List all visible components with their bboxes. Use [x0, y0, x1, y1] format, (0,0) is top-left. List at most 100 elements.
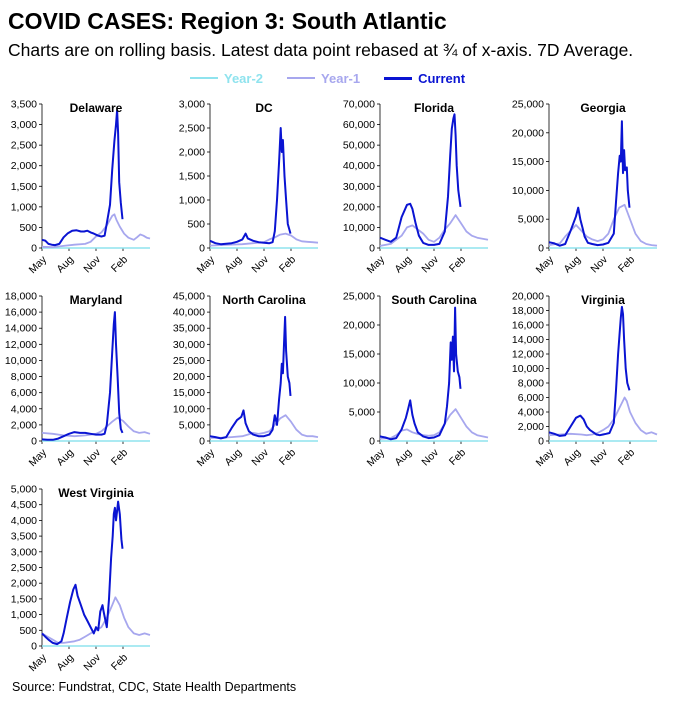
- y-tick-label: 10,000: [343, 222, 375, 234]
- legend-item-current: Current: [384, 71, 465, 86]
- x-tick-label: Nov: [588, 446, 610, 468]
- series-line-current: [41, 109, 124, 247]
- x-tick-label: Aug: [54, 447, 76, 469]
- y-tick-label: 20,000: [343, 320, 375, 332]
- series-line-current: [548, 120, 631, 247]
- chart-title: DC: [255, 101, 273, 115]
- y-tick-label: 5,000: [179, 419, 205, 431]
- y-tick-label: 500: [19, 625, 37, 637]
- chart-title: West Virginia: [58, 486, 134, 500]
- x-tick-label: Aug: [222, 447, 244, 469]
- chart-title: Maryland: [70, 293, 123, 307]
- y-tick-label: 2,500: [179, 123, 205, 135]
- legend-item-year-1: Year-1: [287, 71, 360, 86]
- y-tick-label: 15,000: [512, 156, 544, 168]
- y-tick-label: 20,000: [512, 127, 544, 139]
- y-tick-label: 4,000: [11, 515, 37, 527]
- chart-title: Florida: [414, 101, 454, 115]
- x-tick-label: Nov: [81, 446, 103, 468]
- y-tick-label: 60,000: [343, 119, 375, 131]
- y-tick-label: 4,000: [11, 403, 37, 415]
- chart-title: Delaware: [70, 101, 123, 115]
- legend-swatch-year-1: [287, 77, 316, 79]
- y-tick-label: 4,500: [11, 499, 37, 511]
- y-tick-label: 5,000: [11, 484, 37, 496]
- x-tick-label: Aug: [561, 254, 583, 276]
- y-tick-label: 20,000: [343, 201, 375, 213]
- y-tick-label: 15,000: [343, 349, 375, 361]
- y-tick-label: 3,000: [11, 119, 37, 131]
- y-tick-label: 8,000: [11, 371, 37, 383]
- y-tick-label: 10,000: [5, 355, 37, 367]
- chart-title: South Carolina: [391, 293, 477, 307]
- y-tick-label: 0: [199, 436, 205, 448]
- chart-delaware: 0 500 1,000 1,500 2,000 2,500 3,000 3,500 May Aug…: [11, 99, 151, 276]
- y-tick-label: 40,000: [343, 160, 375, 172]
- y-tick-label: 1,000: [179, 195, 205, 207]
- x-tick-label: May: [534, 253, 557, 276]
- chart-north-carolina: 0 5,000 10,000 15,000 20,000 25,000 30,000 35,0…: [173, 291, 319, 469]
- y-tick-label: 0: [538, 243, 544, 255]
- legend-label-year-2: Year-2: [224, 70, 264, 86]
- y-tick-label: 0: [369, 243, 375, 255]
- legend-swatch-year-2: [190, 77, 218, 79]
- y-tick-label: 20,000: [173, 371, 205, 383]
- x-tick-label: Nov: [419, 446, 441, 468]
- x-tick-label: Nov: [81, 651, 103, 673]
- y-tick-label: 10,000: [173, 403, 205, 415]
- x-tick-label: Aug: [392, 447, 414, 469]
- y-tick-label: 3,500: [11, 99, 37, 111]
- y-tick-label: 8,000: [518, 378, 544, 390]
- y-tick-label: 1,000: [11, 609, 37, 621]
- y-tick-label: 6,000: [11, 387, 37, 399]
- chart-florida: 0 10,000 20,000 30,000 40,000 50,000 60,000 70,…: [343, 99, 489, 276]
- x-tick-label: May: [365, 253, 388, 276]
- series-line-current: [209, 127, 292, 246]
- x-tick-label: Feb: [447, 447, 468, 468]
- x-tick-label: Aug: [54, 254, 76, 276]
- source-note: Source: Fundstrat, CDC, State Health Dep…: [12, 680, 297, 694]
- y-tick-label: 30,000: [173, 339, 205, 351]
- x-tick-label: Aug: [222, 254, 244, 276]
- series-line-year-1: [41, 416, 151, 438]
- series-line-current: [41, 311, 124, 441]
- y-tick-label: 16,000: [512, 320, 544, 332]
- page-subtitle: Charts are on rolling basis. Latest data…: [8, 40, 634, 60]
- x-tick-label: May: [27, 446, 50, 469]
- y-tick-label: 4,000: [518, 407, 544, 419]
- y-tick-label: 3,500: [11, 531, 37, 543]
- y-tick-label: 2,000: [11, 578, 37, 590]
- y-tick-label: 16,000: [5, 307, 37, 319]
- x-tick-label: May: [534, 446, 557, 469]
- y-tick-label: 0: [199, 243, 205, 255]
- x-tick-label: Feb: [277, 447, 298, 468]
- chart-maryland: 0 2,000 4,000 6,000 8,000 10,000 12,000 14,000 1…: [5, 291, 151, 469]
- chart-title: Virginia: [581, 293, 625, 307]
- y-tick-label: 14,000: [5, 323, 37, 335]
- y-tick-label: 0: [538, 436, 544, 448]
- y-tick-label: 5,000: [518, 214, 544, 226]
- series-line-year-1: [209, 232, 319, 247]
- y-tick-label: 2,000: [518, 421, 544, 433]
- y-tick-label: 0: [369, 436, 375, 448]
- x-tick-label: Feb: [277, 254, 298, 275]
- x-tick-label: Aug: [54, 652, 76, 674]
- y-tick-label: 500: [187, 219, 205, 231]
- chart-south-carolina: 0 5,000 10,000 15,000 20,000 25,000 May Aug Nov F…: [343, 291, 489, 469]
- x-tick-label: Feb: [616, 254, 637, 275]
- y-tick-label: 2,500: [11, 140, 37, 152]
- y-tick-label: 12,000: [5, 339, 37, 351]
- y-tick-label: 10,000: [343, 378, 375, 390]
- y-tick-label: 10,000: [512, 363, 544, 375]
- legend-swatch-current: [384, 76, 413, 80]
- series-line-year-1: [41, 596, 151, 644]
- x-tick-label: Nov: [249, 446, 271, 468]
- y-tick-label: 6,000: [518, 392, 544, 404]
- x-tick-label: Feb: [447, 254, 468, 275]
- series-line-year-1: [379, 214, 489, 247]
- y-tick-label: 1,500: [11, 181, 37, 193]
- series-line-current: [379, 306, 462, 441]
- y-tick-label: 0: [31, 436, 37, 448]
- y-tick-label: 35,000: [173, 323, 205, 335]
- y-tick-label: 45,000: [173, 291, 205, 303]
